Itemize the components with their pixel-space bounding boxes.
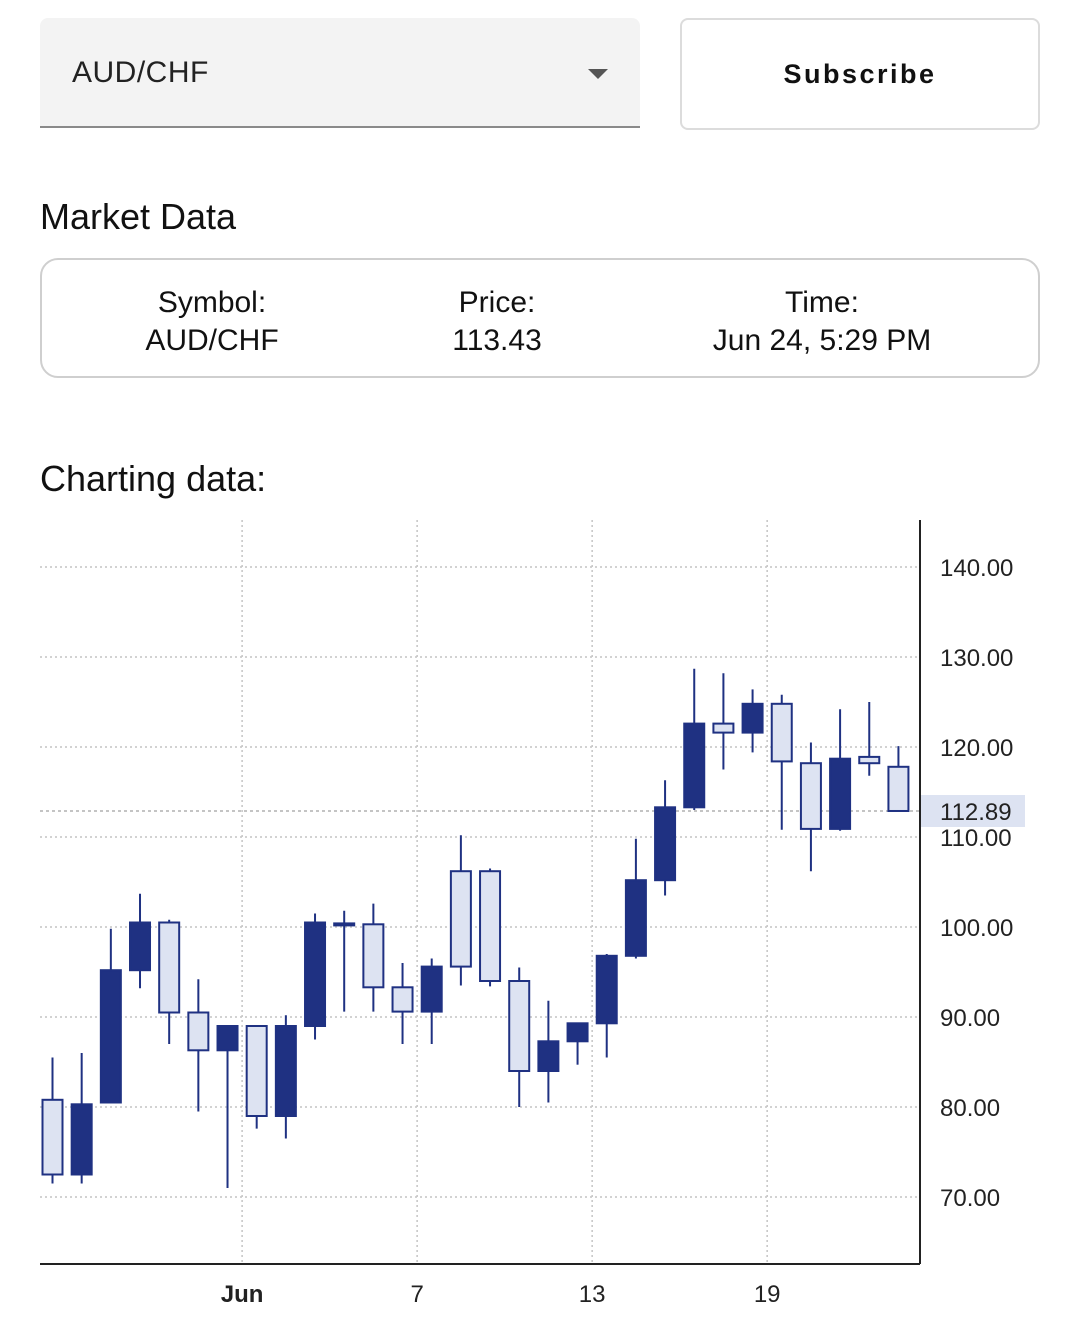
y-tick-label: 90.00 bbox=[940, 1005, 1000, 1032]
candle-body bbox=[858, 755, 881, 765]
y-tick-label: 120.00 bbox=[940, 735, 1013, 762]
symbol-cell: Symbol: AUD/CHF bbox=[97, 284, 327, 360]
y-tick-label: 80.00 bbox=[940, 1095, 1000, 1122]
candle-body bbox=[537, 1040, 560, 1072]
time-label: Time: bbox=[785, 286, 859, 319]
y-tick-label: 100.00 bbox=[940, 915, 1013, 942]
market-data-heading: Market Data bbox=[40, 196, 237, 237]
candle-body bbox=[829, 757, 852, 830]
y-tick-label: 110.00 bbox=[940, 825, 1012, 852]
candle-body bbox=[274, 1025, 297, 1117]
candle-body bbox=[479, 870, 502, 983]
x-tick-label: 13 bbox=[579, 1281, 606, 1308]
time-cell: Time: Jun 24, 5:29 PM bbox=[662, 284, 982, 360]
candle-body bbox=[566, 1022, 589, 1043]
candle-body bbox=[595, 954, 618, 1025]
candle-body bbox=[770, 702, 793, 763]
candle-body bbox=[129, 921, 152, 972]
last-price-badge bbox=[921, 794, 1025, 827]
candle-body bbox=[683, 722, 706, 809]
candle-body bbox=[391, 986, 414, 1013]
candle-body bbox=[245, 1025, 268, 1117]
x-tick-label: 19 bbox=[754, 1281, 781, 1308]
time-value: Jun 24, 5:29 PM bbox=[712, 324, 932, 357]
candle-body bbox=[654, 806, 677, 882]
price-label: Price: bbox=[458, 286, 536, 319]
x-tick-label: 7 bbox=[410, 1281, 423, 1308]
candle-body bbox=[304, 921, 327, 1027]
candle-body bbox=[362, 923, 385, 989]
candle-body bbox=[216, 1025, 239, 1052]
candle-body bbox=[99, 969, 122, 1104]
candle-body bbox=[741, 702, 764, 734]
candle-body bbox=[508, 980, 531, 1072]
candle-body bbox=[158, 921, 181, 1014]
candle-body bbox=[70, 1103, 93, 1176]
market-data-card: Symbol: AUD/CHF Price: 113.43 Time: Jun … bbox=[40, 258, 1040, 378]
candle-body bbox=[420, 965, 443, 1013]
price-value: 113.43 bbox=[452, 324, 542, 357]
candle-body bbox=[799, 762, 822, 830]
candle-body bbox=[449, 870, 472, 968]
candle-body bbox=[187, 1011, 210, 1052]
chevron-down-icon[interactable] bbox=[588, 69, 608, 79]
candle-body bbox=[333, 922, 356, 927]
charting-data-heading: Charting data: bbox=[40, 458, 267, 499]
candle-body bbox=[624, 879, 647, 957]
symbol-select-value: AUD/CHF bbox=[72, 56, 209, 89]
y-tick-label: 130.00 bbox=[940, 645, 1013, 672]
last-price-label: 112.89 bbox=[940, 799, 1012, 826]
price-cell: Price: 113.43 bbox=[382, 284, 612, 360]
candlestick-chart[interactable]: 70.00 80.00 90.00 100.00 110.00 120.00 130.00 1… bbox=[0, 510, 1068, 1330]
candle-body bbox=[41, 1098, 64, 1176]
symbol-label: Symbol: bbox=[157, 286, 267, 319]
x-tick-label: Jun bbox=[221, 1281, 264, 1308]
candle-body bbox=[712, 722, 735, 734]
symbol-value: AUD/CHF bbox=[145, 324, 279, 357]
candle-body bbox=[887, 765, 910, 812]
symbol-select[interactable]: AUD/CHF bbox=[40, 18, 640, 128]
subscribe-button[interactable]: Subscribe bbox=[680, 18, 1040, 130]
y-tick-label: 70.00 bbox=[940, 1185, 1000, 1212]
y-tick-label: 140.00 bbox=[940, 555, 1013, 582]
